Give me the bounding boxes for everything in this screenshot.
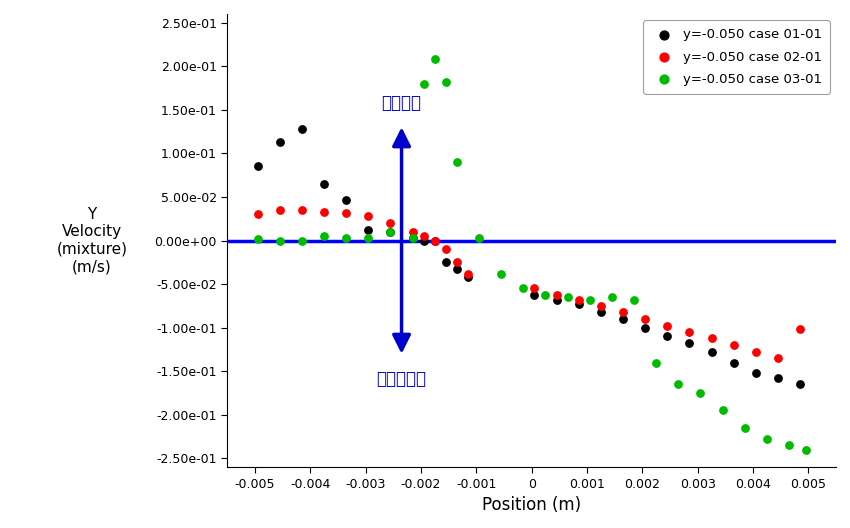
y=-0.050 case 02-01: [462, 269, 475, 278]
y=-0.050 case 03-01: [361, 234, 375, 242]
y=-0.050 case 03-01: [716, 406, 729, 414]
y=-0.050 case 01-01: [771, 374, 785, 382]
y=-0.050 case 01-01: [383, 228, 397, 236]
y=-0.050 case 03-01: [383, 228, 397, 236]
y=-0.050 case 02-01: [594, 301, 608, 310]
y=-0.050 case 01-01: [439, 258, 453, 267]
y=-0.050 case 02-01: [616, 308, 630, 316]
y=-0.050 case 01-01: [660, 332, 674, 341]
y=-0.050 case 03-01: [799, 446, 813, 454]
y=-0.050 case 02-01: [251, 210, 264, 219]
y=-0.050 case 01-01: [251, 162, 264, 171]
y=-0.050 case 01-01: [295, 125, 309, 133]
y=-0.050 case 01-01: [683, 339, 696, 347]
y=-0.050 case 02-01: [295, 206, 309, 214]
y=-0.050 case 02-01: [450, 258, 464, 267]
y=-0.050 case 02-01: [793, 325, 807, 334]
y=-0.050 case 03-01: [583, 296, 597, 304]
y=-0.050 case 02-01: [771, 354, 785, 362]
y=-0.050 case 02-01: [638, 315, 652, 323]
y=-0.050 case 03-01: [627, 296, 641, 304]
y=-0.050 case 01-01: [616, 315, 630, 323]
y=-0.050 case 01-01: [705, 348, 718, 356]
y=-0.050 case 02-01: [550, 290, 564, 299]
y=-0.050 case 03-01: [473, 234, 486, 242]
y=-0.050 case 01-01: [594, 308, 608, 316]
y=-0.050 case 03-01: [450, 158, 464, 166]
y=-0.050 case 01-01: [638, 324, 652, 332]
y=-0.050 case 02-01: [705, 334, 718, 342]
y=-0.050 case 03-01: [416, 79, 430, 88]
y=-0.050 case 03-01: [251, 234, 264, 243]
y=-0.050 case 02-01: [660, 322, 674, 330]
y=-0.050 case 02-01: [439, 245, 453, 253]
y=-0.050 case 03-01: [539, 290, 552, 299]
y=-0.050 case 01-01: [727, 359, 740, 367]
y=-0.050 case 01-01: [405, 234, 419, 242]
Y-axis label: Y
Velocity
(mixture)
(m/s): Y Velocity (mixture) (m/s): [56, 207, 128, 274]
y=-0.050 case 03-01: [782, 441, 796, 449]
y=-0.050 case 03-01: [295, 237, 309, 245]
y=-0.050 case 03-01: [273, 237, 286, 245]
y=-0.050 case 01-01: [462, 273, 475, 281]
y=-0.050 case 03-01: [694, 389, 707, 397]
y=-0.050 case 03-01: [405, 234, 419, 242]
y=-0.050 case 03-01: [649, 359, 663, 367]
y=-0.050 case 03-01: [738, 423, 751, 432]
y=-0.050 case 03-01: [760, 435, 774, 444]
y=-0.050 case 02-01: [416, 232, 430, 240]
y=-0.050 case 02-01: [361, 212, 375, 220]
y=-0.050 case 01-01: [361, 226, 375, 234]
y=-0.050 case 02-01: [405, 228, 419, 236]
y=-0.050 case 01-01: [749, 369, 762, 377]
y=-0.050 case 03-01: [605, 293, 619, 301]
y=-0.050 case 02-01: [317, 208, 331, 216]
y=-0.050 case 01-01: [273, 138, 286, 146]
y=-0.050 case 01-01: [450, 265, 464, 274]
y=-0.050 case 02-01: [727, 341, 740, 350]
Text: 주유동방향: 주유동방향: [377, 370, 427, 388]
y=-0.050 case 01-01: [793, 380, 807, 389]
y=-0.050 case 02-01: [383, 219, 397, 228]
y=-0.050 case 03-01: [517, 284, 530, 293]
y=-0.050 case 01-01: [416, 237, 430, 245]
y=-0.050 case 01-01: [428, 237, 441, 245]
Legend: y=-0.050 case 01-01, y=-0.050 case 02-01, y=-0.050 case 03-01: y=-0.050 case 01-01, y=-0.050 case 02-01…: [643, 21, 830, 94]
y=-0.050 case 01-01: [572, 300, 586, 308]
y=-0.050 case 03-01: [317, 232, 331, 240]
y=-0.050 case 03-01: [561, 293, 575, 301]
y=-0.050 case 01-01: [550, 296, 564, 304]
y=-0.050 case 02-01: [528, 284, 541, 293]
y=-0.050 case 03-01: [495, 269, 508, 278]
y=-0.050 case 01-01: [317, 180, 331, 188]
y=-0.050 case 02-01: [749, 348, 762, 356]
y=-0.050 case 03-01: [439, 78, 453, 86]
y=-0.050 case 03-01: [672, 380, 685, 389]
y=-0.050 case 03-01: [428, 55, 441, 63]
y=-0.050 case 03-01: [339, 234, 353, 242]
y=-0.050 case 02-01: [572, 296, 586, 304]
y=-0.050 case 02-01: [339, 209, 353, 217]
X-axis label: Position (m): Position (m): [482, 496, 581, 514]
y=-0.050 case 02-01: [273, 206, 286, 214]
Text: 부유방향: 부유방향: [382, 93, 422, 111]
y=-0.050 case 01-01: [339, 195, 353, 204]
y=-0.050 case 02-01: [428, 237, 441, 245]
y=-0.050 case 02-01: [683, 328, 696, 336]
y=-0.050 case 01-01: [528, 291, 541, 300]
